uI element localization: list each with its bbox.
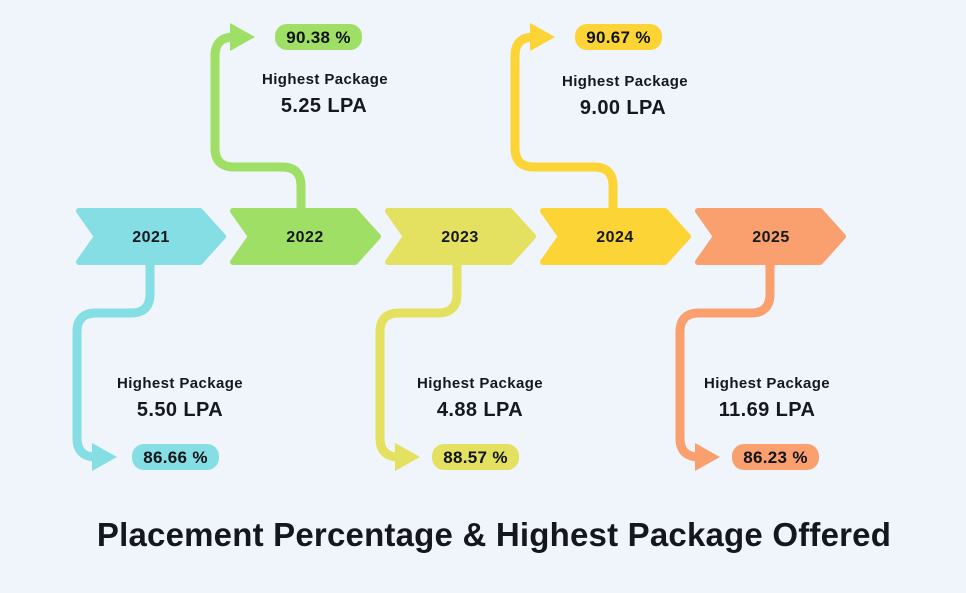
year-label: 2025 [752,229,790,246]
percentage-badge [732,444,819,470]
percentage-value: 86.23 % [743,448,807,467]
year-label: 2022 [286,229,324,246]
chevron-shape [540,208,691,265]
percentage-badge [575,24,662,50]
chevron-shape [76,208,226,265]
package-title: Highest Package [117,375,243,392]
year-label: 2023 [441,229,479,246]
chevron-shape [385,208,536,265]
arrowhead-icon [92,443,117,471]
percentage-badge [432,444,519,470]
percentage-value: 90.38 % [286,28,350,47]
elbow-arrow-line [375,247,462,462]
elbow-arrow-line [72,247,155,462]
annotation-2024: 90.67 % Highest Package 9.00 LPA [562,24,688,119]
year-label: 2024 [596,229,634,246]
arrow-connector-2021 [72,247,155,471]
arrow-connector-2022 [210,23,306,227]
year-label: 2021 [132,229,170,246]
year-chevron-2021: 2021 [76,208,226,265]
arrowhead-icon [395,443,420,471]
page-title: Placement Percentage & Highest Package O… [97,516,891,553]
elbow-arrow-line [210,32,306,227]
annotation-2023: 88.57 % Highest Package 4.88 LPA [417,375,543,470]
package-value: 11.69 LPA [719,399,816,421]
package-value: 9.00 LPA [580,97,666,119]
percentage-value: 86.66 % [143,448,207,467]
year-chevron-2023: 2023 [385,208,536,265]
arrow-connector-2024 [510,23,618,227]
package-title: Highest Package [262,71,388,88]
percentage-badge [275,24,362,50]
percentage-value: 90.67 % [586,28,650,47]
arrowhead-icon [230,23,255,51]
year-chevron-2025: 2025 [695,208,846,265]
package-title: Highest Package [417,375,543,392]
package-value: 5.50 LPA [137,399,223,421]
package-value: 5.25 LPA [281,95,367,117]
year-chevron-2024: 2024 [540,208,691,265]
arrow-connector-2023 [375,247,462,471]
annotation-2025: 86.23 % Highest Package 11.69 LPA [704,375,830,470]
package-value: 4.88 LPA [437,399,523,421]
package-title: Highest Package [704,375,830,392]
chevron-shape [695,208,846,265]
percentage-badge [132,444,219,470]
elbow-arrow-line [675,247,775,462]
arrowhead-icon [695,443,720,471]
annotation-2022: 90.38 % Highest Package 5.25 LPA [262,24,388,117]
annotation-2021: 86.66 % Highest Package 5.50 LPA [117,375,243,470]
chevron-shape [230,208,381,265]
elbow-arrow-line [510,32,618,227]
arrow-connector-2025 [675,247,775,471]
percentage-value: 88.57 % [443,448,507,467]
year-chevron-2022: 2022 [230,208,381,265]
arrowhead-icon [530,23,555,51]
package-title: Highest Package [562,73,688,90]
